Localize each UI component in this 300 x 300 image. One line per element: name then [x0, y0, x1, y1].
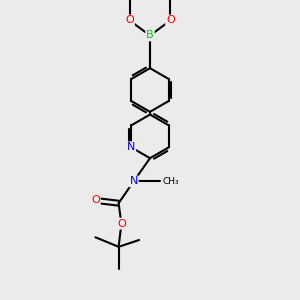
Text: CH₃: CH₃ [162, 177, 179, 186]
Text: B: B [146, 31, 154, 40]
Text: O: O [91, 196, 100, 206]
Text: N: N [127, 142, 135, 152]
Text: O: O [117, 219, 126, 229]
Text: O: O [125, 16, 134, 26]
Text: O: O [166, 16, 175, 26]
Text: N: N [129, 176, 138, 186]
